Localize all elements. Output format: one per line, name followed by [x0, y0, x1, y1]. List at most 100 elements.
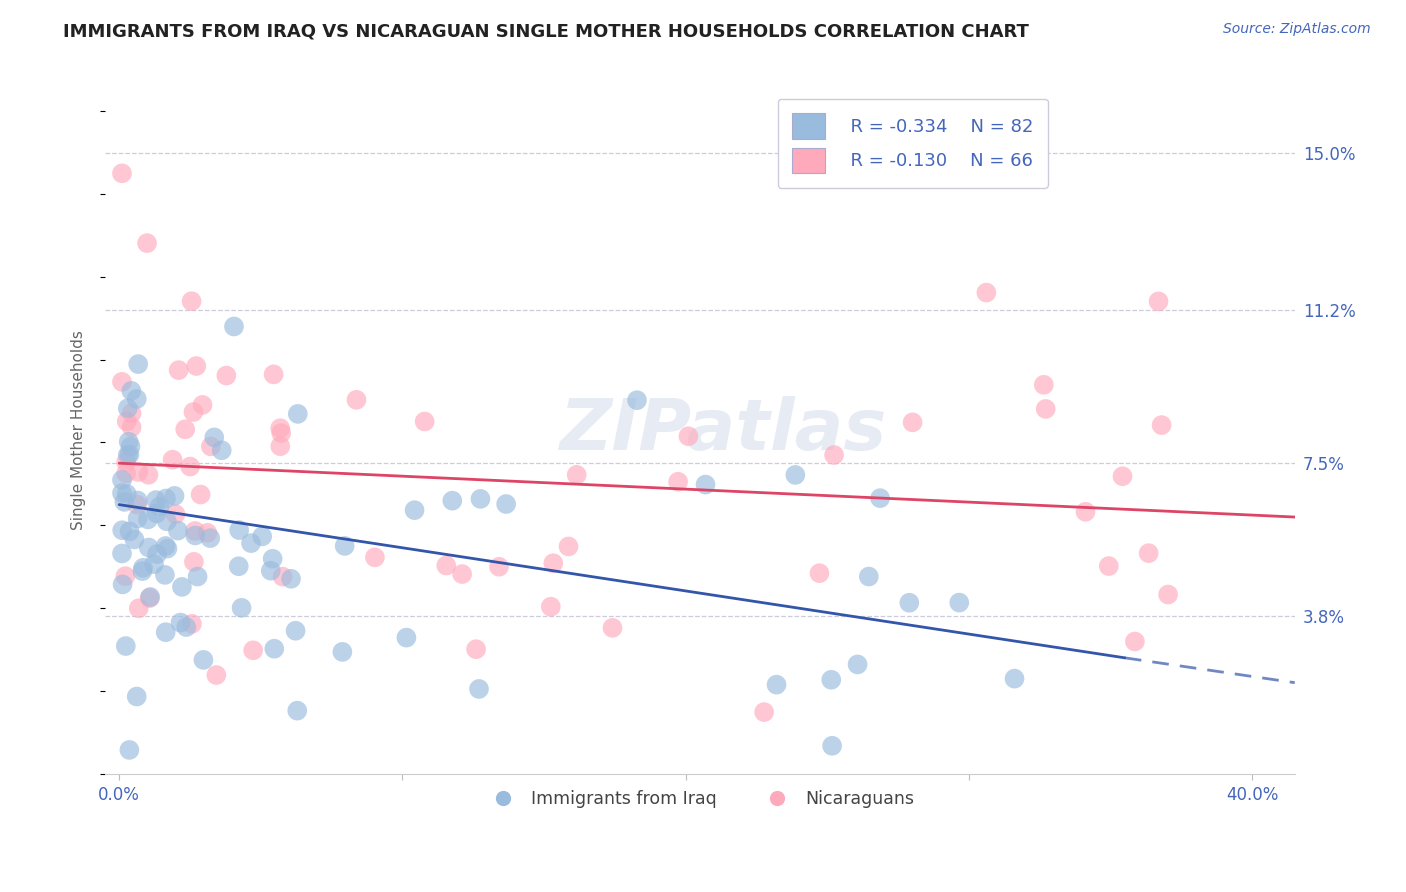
- Point: [121, 420, 143, 434]
- Point: [165, 507, 187, 521]
- Point: [263, 368, 285, 382]
- Point: [117, 401, 139, 416]
- Point: [184, 528, 207, 542]
- Point: [395, 631, 418, 645]
- Point: [136, 236, 159, 251]
- Point: [156, 514, 179, 528]
- Point: [434, 558, 457, 573]
- Point: [823, 448, 845, 462]
- Point: [404, 503, 426, 517]
- Point: [118, 447, 141, 461]
- Point: [869, 491, 891, 505]
- Point: [808, 566, 831, 581]
- Point: [228, 523, 250, 537]
- Point: [240, 536, 263, 550]
- Point: [167, 363, 190, 377]
- Point: [128, 601, 150, 615]
- Point: [111, 486, 134, 500]
- Point: [132, 561, 155, 575]
- Point: [183, 405, 205, 419]
- Point: [136, 512, 159, 526]
- Point: [262, 551, 284, 566]
- Point: [785, 467, 807, 482]
- Point: [678, 429, 700, 443]
- Point: [231, 600, 253, 615]
- Point: [260, 564, 283, 578]
- Text: Source: ZipAtlas.com: Source: ZipAtlas.com: [1223, 22, 1371, 37]
- Point: [202, 430, 225, 444]
- Point: [115, 414, 138, 428]
- Point: [127, 511, 149, 525]
- Point: [901, 415, 924, 429]
- Point: [332, 645, 354, 659]
- Point: [120, 440, 142, 454]
- Point: [200, 439, 222, 453]
- Point: [468, 681, 491, 696]
- Point: [193, 653, 215, 667]
- Point: [183, 555, 205, 569]
- Point: [120, 384, 142, 398]
- Point: [821, 739, 844, 753]
- Point: [752, 705, 775, 719]
- Point: [898, 596, 921, 610]
- Point: [114, 639, 136, 653]
- Point: [167, 524, 190, 538]
- Point: [557, 540, 579, 554]
- Point: [413, 415, 436, 429]
- Point: [333, 539, 356, 553]
- Point: [242, 643, 264, 657]
- Point: [187, 569, 209, 583]
- Point: [179, 459, 201, 474]
- Point: [1004, 672, 1026, 686]
- Point: [1147, 294, 1170, 309]
- Point: [441, 493, 464, 508]
- Point: [156, 541, 179, 556]
- Point: [269, 421, 291, 435]
- Point: [117, 448, 139, 462]
- Point: [1111, 469, 1133, 483]
- Point: [127, 465, 149, 479]
- Point: [195, 525, 218, 540]
- Point: [1035, 401, 1057, 416]
- Point: [280, 572, 302, 586]
- Point: [470, 491, 492, 506]
- Point: [211, 443, 233, 458]
- Point: [138, 541, 160, 555]
- Point: [543, 556, 565, 570]
- Point: [170, 580, 193, 594]
- Point: [976, 285, 998, 300]
- Point: [180, 294, 202, 309]
- Point: [163, 489, 186, 503]
- Point: [222, 319, 245, 334]
- Point: [858, 569, 880, 583]
- Point: [111, 523, 134, 537]
- Point: [1150, 418, 1173, 433]
- Point: [162, 452, 184, 467]
- Point: [124, 533, 146, 547]
- Point: [271, 569, 294, 583]
- Point: [153, 567, 176, 582]
- Point: [1032, 377, 1054, 392]
- Point: [820, 673, 842, 687]
- Point: [1074, 505, 1097, 519]
- Point: [1123, 634, 1146, 648]
- Point: [228, 559, 250, 574]
- Text: ZIPatlas: ZIPatlas: [560, 395, 887, 465]
- Point: [205, 668, 228, 682]
- Point: [269, 439, 291, 453]
- Point: [125, 690, 148, 704]
- Point: [270, 426, 292, 441]
- Point: [111, 166, 134, 180]
- Point: [127, 357, 149, 371]
- Point: [451, 567, 474, 582]
- Point: [146, 547, 169, 561]
- Point: [176, 620, 198, 634]
- Point: [190, 487, 212, 501]
- Point: [145, 507, 167, 521]
- Point: [112, 495, 135, 509]
- Point: [346, 392, 368, 407]
- Point: [184, 524, 207, 538]
- Point: [1137, 546, 1160, 560]
- Point: [169, 615, 191, 630]
- Y-axis label: Single Mother Households: Single Mother Households: [72, 330, 86, 530]
